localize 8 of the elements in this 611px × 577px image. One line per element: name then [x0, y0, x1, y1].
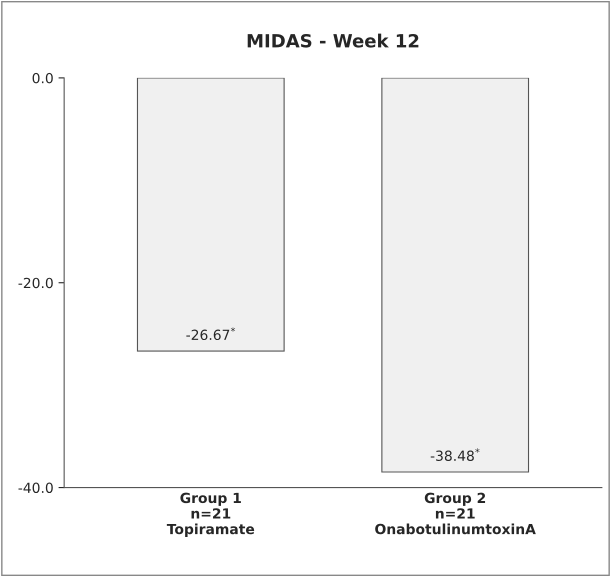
y-tick-label: -40.0: [18, 482, 53, 494]
data-label: -38.48$^{*}$: [430, 448, 480, 462]
data-label: -26.67$^{*}$: [186, 327, 236, 340]
y-tick-label: 0.0: [32, 72, 53, 84]
x-tick-label: Group 1 n=21 Topiramate: [166, 492, 254, 537]
y-tick-label: -20.0: [18, 278, 53, 288]
chart-title: MIDAS - Week 12: [248, 34, 418, 48]
x-tick-label: Group 2 n=21 OnabotulinumtoxinA: [375, 492, 536, 534]
